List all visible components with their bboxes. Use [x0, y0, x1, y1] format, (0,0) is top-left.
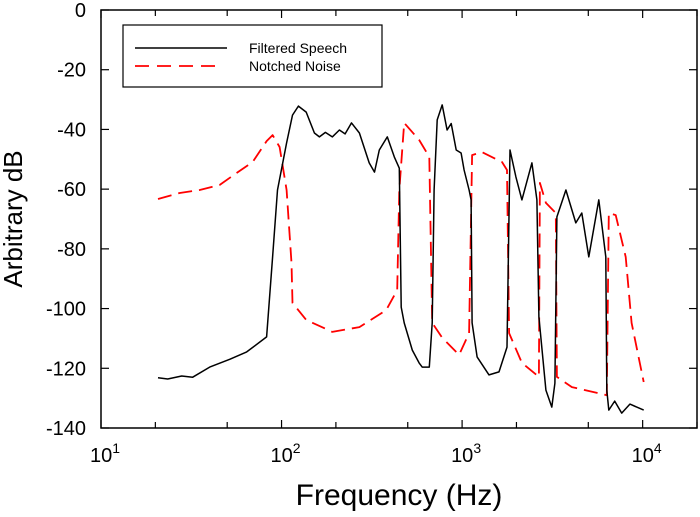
y-tick-label: -100 [46, 299, 86, 321]
x-tick-labels: 101 102 103 104 [90, 440, 662, 467]
x-tick-label: 101 [90, 440, 120, 467]
y-tick-label: -80 [57, 239, 86, 261]
series-line-notched-noise [157, 122, 645, 397]
legend-label-notched-noise: Notched Noise [249, 58, 341, 74]
x-tick-label: 102 [271, 440, 301, 467]
y-tick-labels: 0 -20 -40 -60 -80 -100 -120 -140 [46, 0, 86, 440]
y-tick-label: -60 [57, 179, 86, 201]
y-tick-label: -40 [57, 119, 86, 141]
series-line-filtered-speech [157, 104, 644, 414]
x-tick-label: 103 [451, 440, 481, 467]
series-lines [157, 104, 645, 414]
axis-ticks [100, 9, 698, 429]
legend-label-filtered-speech: Filtered Speech [249, 40, 347, 56]
plot-frame [100, 9, 698, 429]
y-tick-label: 0 [75, 0, 86, 22]
y-axis-title: Arbitrary dB [0, 150, 28, 287]
y-tick-label: -120 [46, 358, 86, 380]
x-tick-label: 104 [632, 440, 662, 467]
y-tick-label: -20 [57, 60, 86, 82]
legend: Filtered Speech Notched Noise [122, 24, 383, 88]
y-tick-label: -140 [46, 418, 86, 440]
legend-box [122, 24, 383, 88]
x-axis-title: Frequency (Hz) [296, 479, 503, 512]
